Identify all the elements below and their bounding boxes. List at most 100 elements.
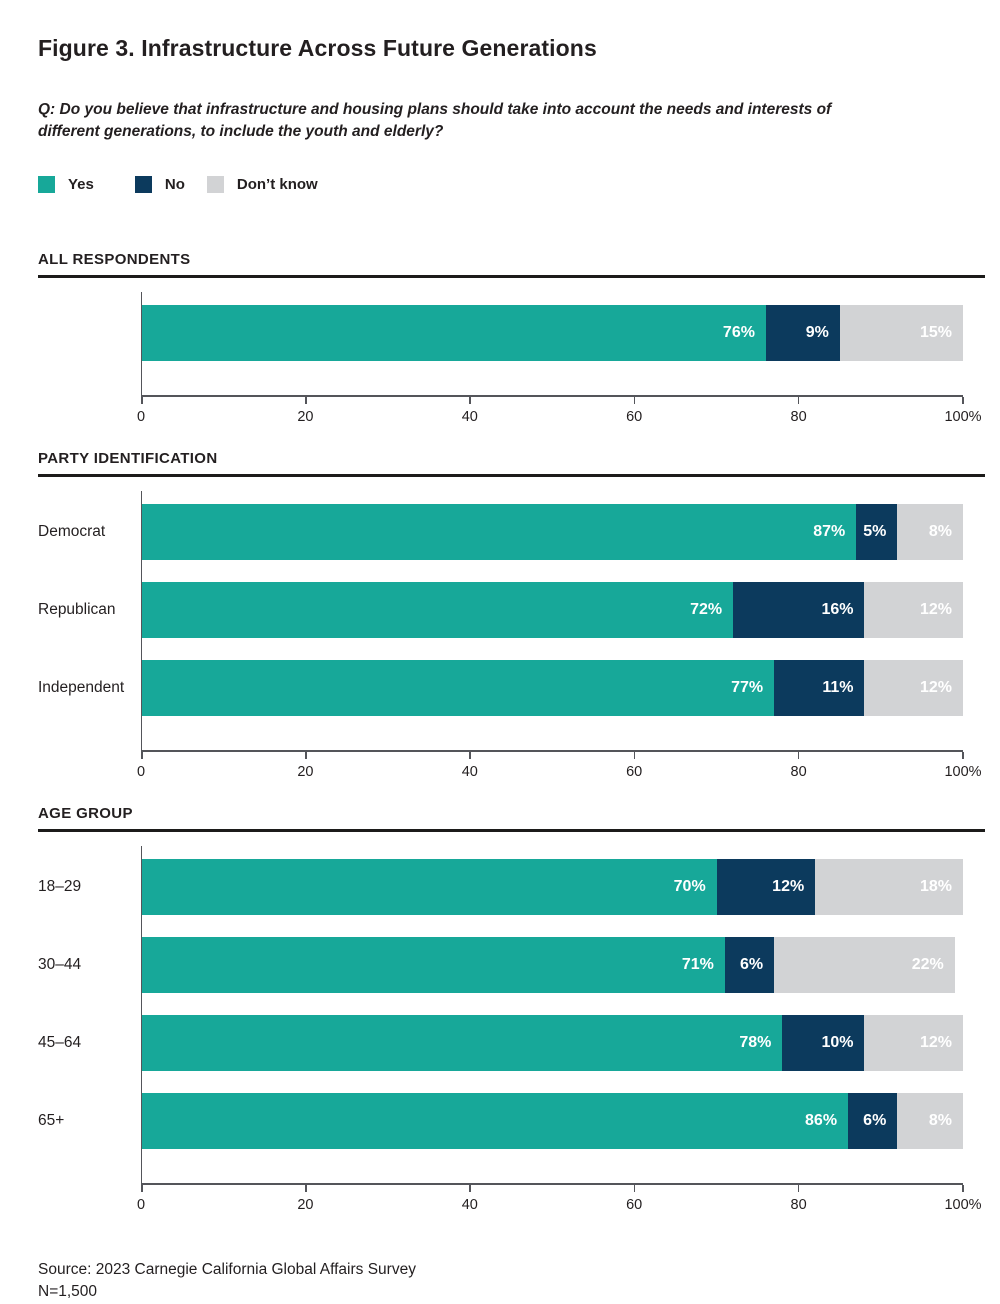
x-axis-tick-label: 0 bbox=[136, 408, 146, 425]
segment-value: 76% bbox=[722, 323, 755, 341]
legend-label-no: No bbox=[164, 176, 185, 194]
x-axis-tick-label: 20 bbox=[297, 1196, 314, 1213]
segment-value: 22% bbox=[911, 955, 944, 973]
segment-value: 87% bbox=[813, 522, 846, 540]
x-axis-tick-label: 60 bbox=[626, 763, 643, 780]
x-axis-tick-label: 100% bbox=[944, 763, 982, 780]
bar-segment-yes: 77% bbox=[142, 659, 775, 716]
legend-item-yes: Yes bbox=[38, 176, 94, 194]
stacked-bar: 70% 12% 18% bbox=[142, 858, 963, 915]
stacked-bar: 86% 6% 8% bbox=[142, 1092, 963, 1149]
bar-segment-dont_know: 12% bbox=[864, 659, 963, 716]
stacked-bar: 76% 9% 15% bbox=[142, 304, 963, 361]
axis-tick bbox=[962, 396, 964, 404]
bar-row: 30–44 71% 6% 22% bbox=[38, 936, 963, 993]
legend-item-dont-know: Don’t know bbox=[206, 176, 318, 194]
bar-segment-no: 10% bbox=[782, 1014, 865, 1071]
axis-tick bbox=[305, 1184, 307, 1192]
bar-segment-no: 6% bbox=[724, 936, 775, 993]
x-axis-labels: 0 20 40 60 80 100% bbox=[137, 1196, 982, 1215]
bar-segment-no: 9% bbox=[765, 304, 840, 361]
bar-row: 18–29 70% 12% 18% bbox=[38, 858, 963, 915]
segment-value: 78% bbox=[739, 1033, 772, 1051]
stacked-bar-chart: 76% 9% 15% bbox=[141, 291, 964, 404]
axis-tick bbox=[141, 751, 143, 759]
x-axis-labels: 0 20 40 60 80 100% bbox=[137, 763, 982, 782]
axis-tick bbox=[633, 751, 636, 759]
segment-value: 86% bbox=[805, 1111, 838, 1129]
stacked-bar-chart: 18–29 70% 12% 18% 30–44 71% 6% 22% 45–64 78% 10% 12… bbox=[38, 845, 964, 1192]
segment-value: 70% bbox=[673, 877, 706, 895]
stacked-bar: 77% 11% 12% bbox=[142, 659, 963, 716]
plot-area: 76% 9% 15% bbox=[141, 291, 964, 404]
segment-value: 16% bbox=[821, 600, 854, 618]
bar-segment-dont_know: 18% bbox=[815, 858, 963, 915]
x-axis-tick-label: 20 bbox=[297, 408, 314, 425]
bar-segment-dont_know: 15% bbox=[839, 304, 963, 361]
segment-value: 10% bbox=[821, 1033, 854, 1051]
stacked-bar: 78% 10% 12% bbox=[142, 1014, 963, 1071]
axis-tick bbox=[797, 751, 800, 759]
segment-value: 11% bbox=[822, 678, 854, 696]
stacked-bar: 71% 6% 22% bbox=[142, 936, 963, 993]
segment-value: 12% bbox=[919, 1033, 952, 1051]
charts-container: ALL RESPONDENTS 76% 9% 15% 0 20 40 60 80 100% PART… bbox=[38, 251, 985, 1215]
legend-label-yes: Yes bbox=[68, 176, 94, 194]
bar-segment-no: 12% bbox=[716, 858, 816, 915]
bar-segment-dont_know: 22% bbox=[774, 936, 955, 993]
bar-segment-yes: 72% bbox=[142, 581, 734, 638]
segment-value: 6% bbox=[863, 1111, 887, 1129]
bar-segment-yes: 87% bbox=[142, 503, 857, 560]
bar-segment-dont_know: 12% bbox=[864, 1014, 963, 1071]
axis-tick bbox=[469, 1184, 471, 1192]
category-label: Democrat bbox=[38, 522, 106, 540]
bar-segment-yes: 78% bbox=[142, 1014, 783, 1071]
bar-row: Democrat 87% 5% 8% bbox=[38, 503, 963, 560]
segment-value: 77% bbox=[731, 678, 764, 696]
section-title: PARTY IDENTIFICATION bbox=[38, 450, 985, 477]
axis-tick bbox=[469, 751, 471, 759]
bar-segment-no: 5% bbox=[856, 503, 898, 560]
bar-segment-yes: 70% bbox=[142, 858, 717, 915]
axis-tick bbox=[962, 751, 964, 759]
legend: Yes No Don’t know bbox=[38, 176, 985, 194]
bar-row: Republican 72% 16% 12% bbox=[38, 581, 963, 638]
segment-value: 9% bbox=[805, 323, 829, 341]
bar-segment-dont_know: 8% bbox=[897, 1092, 963, 1149]
section-title: ALL RESPONDENTS bbox=[38, 251, 985, 278]
segment-value: 71% bbox=[681, 955, 714, 973]
chart-section-0: ALL RESPONDENTS 76% 9% 15% 0 20 40 60 80 100% bbox=[38, 251, 985, 427]
segment-value: 12% bbox=[919, 600, 952, 618]
axis-tick bbox=[633, 396, 636, 404]
bar-segment-yes: 76% bbox=[142, 304, 766, 361]
category-label: 65+ bbox=[38, 1111, 65, 1129]
legend-item-no: No bbox=[134, 176, 185, 194]
category-label: 30–44 bbox=[38, 955, 82, 973]
category-label: Republican bbox=[38, 600, 116, 618]
axis-tick bbox=[797, 1184, 800, 1192]
axis-tick bbox=[305, 396, 307, 404]
x-axis-tick-label: 40 bbox=[461, 1196, 478, 1213]
segment-value: 18% bbox=[919, 877, 952, 895]
x-axis-tick-label: 100% bbox=[944, 408, 982, 425]
bar-row: 76% 9% 15% bbox=[142, 304, 963, 361]
x-axis-tick-label: 80 bbox=[790, 408, 807, 425]
bar-segment-no: 11% bbox=[774, 659, 865, 716]
x-axis-tick-label: 80 bbox=[790, 1196, 807, 1213]
segment-value: 15% bbox=[919, 323, 952, 341]
legend-label-dont-know: Don’t know bbox=[236, 176, 318, 194]
stacked-bar: 87% 5% 8% bbox=[142, 503, 963, 560]
stacked-bar: 72% 16% 12% bbox=[142, 581, 963, 638]
legend-swatch-dont-know-icon bbox=[206, 176, 224, 194]
chart-section-1: PARTY IDENTIFICATION Democrat 87% 5% 8% Repub… bbox=[38, 450, 985, 782]
axis-tick bbox=[469, 396, 471, 404]
axis-tick bbox=[633, 1184, 636, 1192]
bar-segment-no: 6% bbox=[848, 1092, 898, 1149]
bar-segment-dont_know: 12% bbox=[864, 581, 963, 638]
segment-value: 8% bbox=[928, 522, 952, 540]
x-axis-tick-label: 60 bbox=[626, 408, 643, 425]
plot-area: Democrat 87% 5% 8% Republican 72% 16% 12% Indepe… bbox=[38, 490, 964, 759]
axis-tick bbox=[962, 1184, 964, 1192]
axis-tick bbox=[141, 1184, 143, 1192]
segment-value: 6% bbox=[740, 955, 764, 973]
